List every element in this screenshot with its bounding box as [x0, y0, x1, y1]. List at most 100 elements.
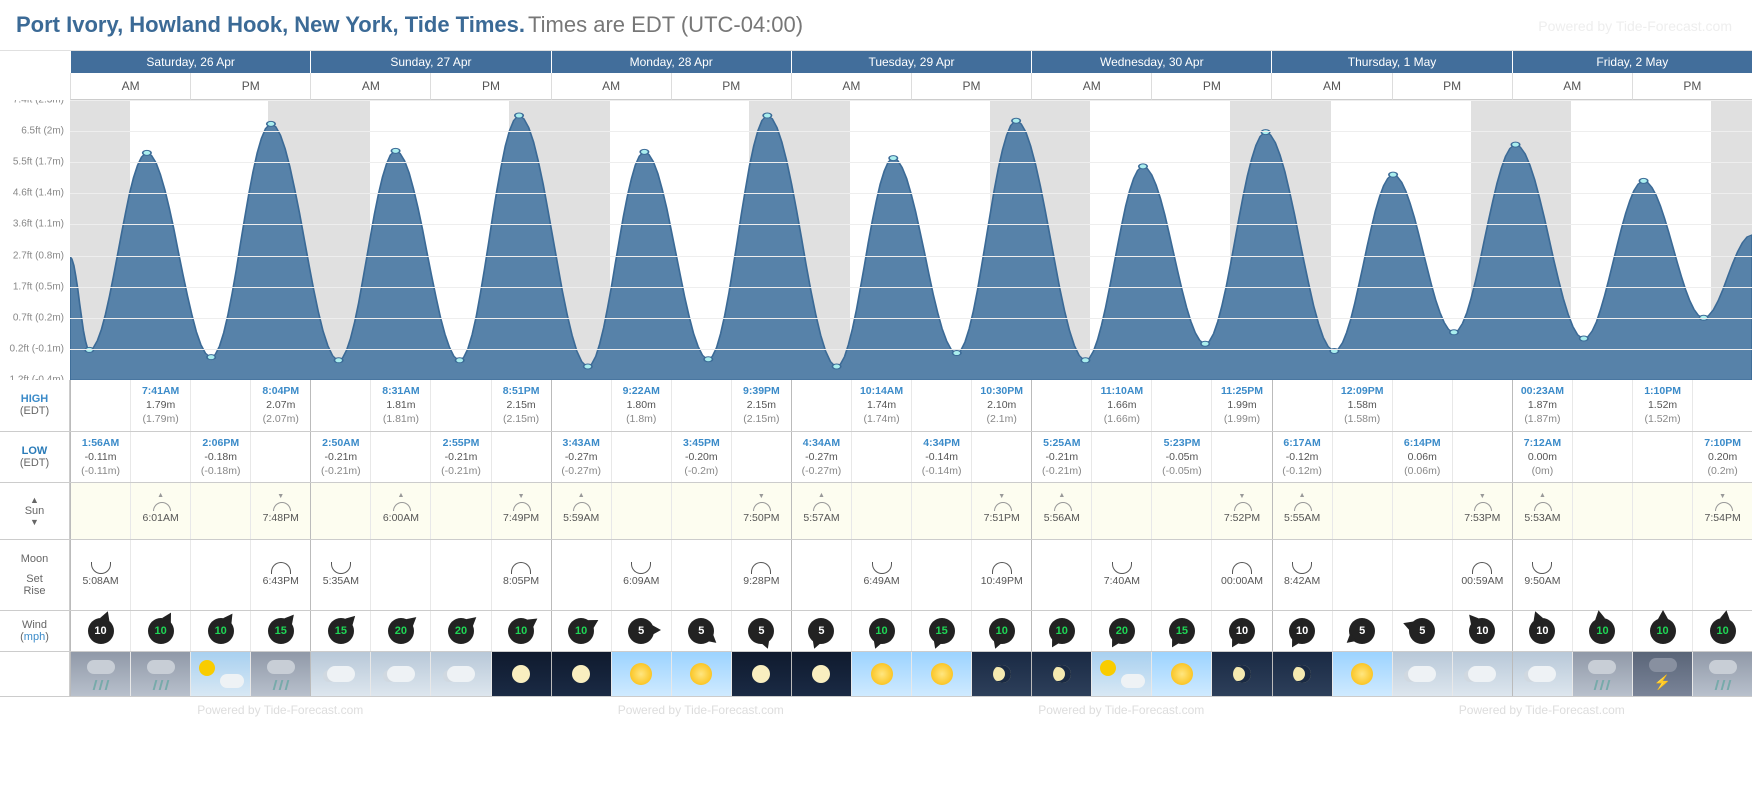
plot-area: [70, 100, 1752, 380]
wx-cells-cell: [1211, 652, 1271, 696]
weather-icon: [1513, 652, 1572, 696]
wind-unit-link[interactable]: mph: [24, 631, 45, 643]
ampm-label: PM: [1392, 73, 1512, 100]
sun-set-icon: [1712, 497, 1734, 511]
moon-cells-cell: [370, 540, 430, 610]
day-header: Tuesday, 29 Apr: [791, 51, 1031, 73]
wind-badge: 10: [1589, 618, 1615, 644]
sun-text: Sun: [25, 505, 45, 517]
high-cells-cell: [1272, 380, 1332, 431]
high-cells-cell: [1452, 380, 1512, 431]
ampm-label: AM: [1031, 73, 1151, 100]
title-bar: Port Ivory, Howland Hook, New York, Tide…: [0, 0, 1752, 51]
sun-row: ▲ Sun ▼ 6:01AM7:48PM6:00AM7:49PM5:59AM7:…: [0, 483, 1752, 540]
low-cells-cell: [1091, 432, 1151, 483]
high-cells-cell: [1572, 380, 1632, 431]
high-cells-cell: [1031, 380, 1091, 431]
sun-rise-icon: [1291, 497, 1313, 511]
moon-set-icon: [511, 562, 531, 574]
subtitle: Times are EDT (UTC-04:00): [528, 12, 803, 37]
moon-rise-icon: [872, 562, 892, 574]
wind-badge: 5: [628, 618, 654, 644]
ampm-label: AM: [1512, 73, 1632, 100]
weather-icon: [1092, 652, 1151, 696]
low-cells-cell: 6:14PM0.06m(0.06m): [1392, 432, 1452, 483]
wind-badge: 10: [1529, 618, 1555, 644]
ampm-label: AM: [791, 73, 911, 100]
wind-badge: 10: [148, 618, 174, 644]
high-cells-cell: 12:09PM1.58m(1.58m): [1332, 380, 1392, 431]
sun-cells-cell: 6:00AM: [370, 483, 430, 539]
wind-badge: 10: [869, 618, 895, 644]
sun-cells-cell: [70, 483, 130, 539]
wind-cells-cell: 20: [1091, 611, 1151, 651]
wind-badge: 5: [1349, 618, 1375, 644]
moon-rise-icon: [331, 562, 351, 574]
low-cells-cell: 5:25AM-0.21m(-0.21m): [1031, 432, 1091, 483]
weather-icon: [311, 652, 370, 696]
moon-cells-cell: 6:09AM: [611, 540, 671, 610]
tide-extreme-dot: [334, 358, 342, 363]
weather-icon: [1573, 652, 1632, 696]
high-label: HIGH (EDT): [0, 380, 70, 431]
wind-badge: 5: [1409, 618, 1435, 644]
weather-icon: [1152, 652, 1211, 696]
wind-badge: 10: [1229, 618, 1255, 644]
wind-cells-cell: 10: [1512, 611, 1572, 651]
moon-rise-icon: [91, 562, 111, 574]
wind-badge: 5: [688, 618, 714, 644]
high-cells-cell: [1392, 380, 1452, 431]
weather-icon: [371, 652, 430, 696]
watermark-top: Powered by Tide-Forecast.com: [1538, 18, 1732, 34]
low-cells-cell: [1572, 432, 1632, 483]
wind-cells-cell: 10: [491, 611, 551, 651]
low-cells: 1:56AM-0.11m(-0.11m)2:06PM-0.18m(-0.18m)…: [70, 432, 1752, 483]
low-cells-cell: [971, 432, 1031, 483]
high-cells-cell: 9:22AM1.80m(1.8m): [611, 380, 671, 431]
y-axis-label: 1.2ft (-0.4m): [10, 375, 64, 381]
y-axis-label: 2.7ft (0.8m): [13, 250, 64, 261]
sun-cells-cell: 7:52PM: [1211, 483, 1271, 539]
tide-extreme-dot: [763, 113, 771, 118]
high-cells-cell: [430, 380, 490, 431]
sun-rise-icon: [810, 497, 832, 511]
tide-extreme-dot: [207, 355, 215, 360]
moon-cells-cell: 10:49PM: [971, 540, 1031, 610]
high-cells-cell: 1:10PM1.52m(1.52m): [1632, 380, 1692, 431]
sun-cells-cell: 5:55AM: [1272, 483, 1332, 539]
weather-icon: [431, 652, 490, 696]
wind-cells-cell: 10: [1031, 611, 1091, 651]
wind-cells-cell: 15: [250, 611, 310, 651]
moon-cells-cell: 5:08AM: [70, 540, 130, 610]
wx-cells-cell: [1091, 652, 1151, 696]
low-cells-cell: [250, 432, 310, 483]
wx-cells-cell: [611, 652, 671, 696]
low-cells-cell: [611, 432, 671, 483]
moon-cells-cell: [130, 540, 190, 610]
wind-badge: 15: [268, 618, 294, 644]
high-cells-cell: 8:31AM1.81m(1.81m): [370, 380, 430, 431]
sun-label: ▲ Sun ▼: [0, 483, 70, 539]
moon-set-icon: [751, 562, 771, 574]
wx-cells-cell: [1392, 652, 1452, 696]
sun-cells-cell: [911, 483, 971, 539]
sun-cells-cell: [1332, 483, 1392, 539]
tide-extreme-dot: [1389, 172, 1397, 177]
sun-cells-cell: 5:56AM: [1031, 483, 1091, 539]
tide-svg: [70, 100, 1752, 380]
moon-cells-cell: [1151, 540, 1211, 610]
moon-cells-cell: [911, 540, 971, 610]
weather-icon: [732, 652, 791, 696]
wx-cells-cell: [1572, 652, 1632, 696]
sun-cells-cell: 7:50PM: [731, 483, 791, 539]
low-cells-cell: [851, 432, 911, 483]
low-cells-cell: [1632, 432, 1692, 483]
wind-badge: 10: [1049, 618, 1075, 644]
y-axis-label: 1.7ft (0.5m): [13, 281, 64, 292]
day-header: Wednesday, 30 Apr: [1031, 51, 1271, 73]
sun-rise-icon: [1051, 497, 1073, 511]
wx-cells-cell: [551, 652, 611, 696]
sun-cells-cell: 6:01AM: [130, 483, 190, 539]
wx-cells-cell: [1512, 652, 1572, 696]
moon-cells-cell: 8:05PM: [491, 540, 551, 610]
